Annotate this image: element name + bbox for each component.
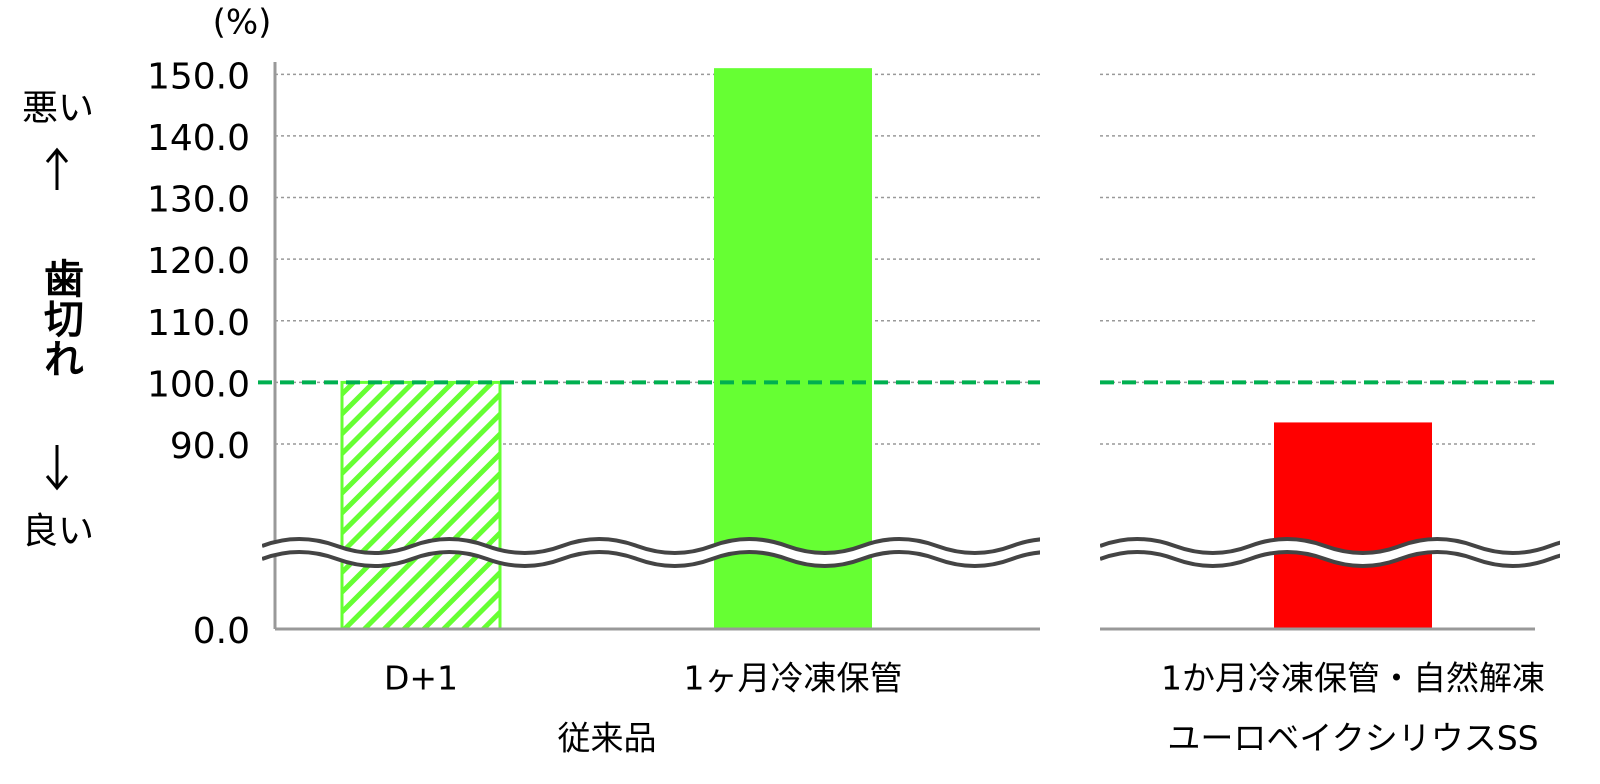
axis-break (262, 537, 1040, 568)
y-tick-label: 110.0 (147, 303, 250, 344)
break-line (262, 550, 1040, 568)
arrow-up (45, 147, 69, 190)
y-tick-label: 100.0 (147, 364, 250, 405)
axis-break (1100, 537, 1560, 568)
y-tick-label: 120.0 (147, 241, 250, 282)
group-label: ユーロベイクシリウスSS (1167, 719, 1538, 758)
unit-label: (%) (213, 3, 272, 43)
y-tick-label: 90.0 (170, 426, 250, 467)
y-tick-label: 130.0 (147, 180, 250, 221)
x-tick-label: 1ヶ月冷凍保管 (684, 659, 903, 698)
x-tick-label: 1か月冷凍保管・自然解凍 (1161, 659, 1545, 698)
bar (1274, 422, 1432, 629)
break-gap (1100, 539, 1560, 565)
y-tick-label: 0.0 (193, 611, 250, 652)
y-tick-label: 150.0 (147, 56, 250, 97)
group-label: 従来品 (558, 719, 657, 758)
y-tick-label: 140.0 (147, 118, 250, 159)
break-line (1100, 537, 1560, 555)
arrow-down (45, 445, 69, 491)
break-line (262, 537, 1040, 555)
y-label: 歯切れ (37, 258, 84, 378)
x-tick-label: D+1 (384, 659, 458, 698)
bar (714, 68, 872, 629)
y-label-bottom: 良い (22, 511, 94, 552)
y-label-top: 悪い (22, 88, 94, 129)
break-gap (262, 539, 1040, 565)
bar (340, 380, 502, 631)
break-line (1100, 550, 1560, 568)
